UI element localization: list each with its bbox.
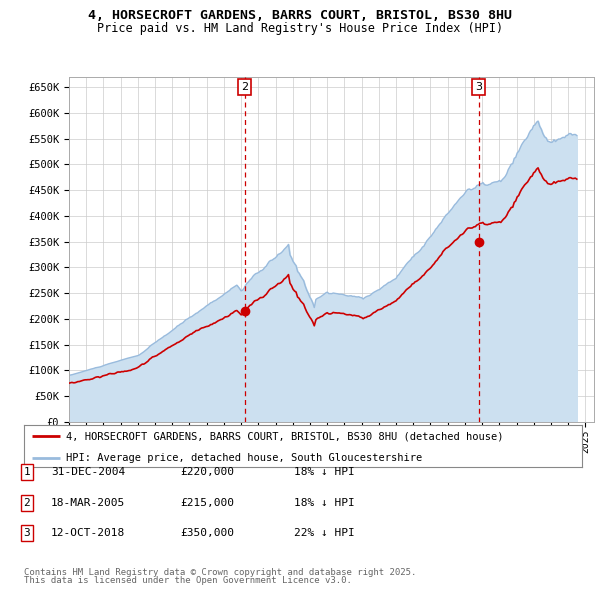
Text: Contains HM Land Registry data © Crown copyright and database right 2025.: Contains HM Land Registry data © Crown c… <box>24 568 416 577</box>
Text: 2: 2 <box>241 82 248 92</box>
Text: HPI: Average price, detached house, South Gloucestershire: HPI: Average price, detached house, Sout… <box>66 453 422 463</box>
Text: 4, HORSECROFT GARDENS, BARRS COURT, BRISTOL, BS30 8HU (detached house): 4, HORSECROFT GARDENS, BARRS COURT, BRIS… <box>66 431 503 441</box>
Text: £215,000: £215,000 <box>180 498 234 507</box>
Text: 3: 3 <box>23 529 31 538</box>
Text: 18% ↓ HPI: 18% ↓ HPI <box>294 498 355 507</box>
Text: 1: 1 <box>23 467 31 477</box>
Text: 2: 2 <box>23 498 31 507</box>
Text: £220,000: £220,000 <box>180 467 234 477</box>
Text: 12-OCT-2018: 12-OCT-2018 <box>51 529 125 538</box>
Text: Price paid vs. HM Land Registry's House Price Index (HPI): Price paid vs. HM Land Registry's House … <box>97 22 503 35</box>
Text: 18% ↓ HPI: 18% ↓ HPI <box>294 467 355 477</box>
Text: 18-MAR-2005: 18-MAR-2005 <box>51 498 125 507</box>
Text: 3: 3 <box>475 82 482 92</box>
Text: This data is licensed under the Open Government Licence v3.0.: This data is licensed under the Open Gov… <box>24 576 352 585</box>
Text: 22% ↓ HPI: 22% ↓ HPI <box>294 529 355 538</box>
Text: 31-DEC-2004: 31-DEC-2004 <box>51 467 125 477</box>
Text: 4, HORSECROFT GARDENS, BARRS COURT, BRISTOL, BS30 8HU: 4, HORSECROFT GARDENS, BARRS COURT, BRIS… <box>88 9 512 22</box>
Text: £350,000: £350,000 <box>180 529 234 538</box>
